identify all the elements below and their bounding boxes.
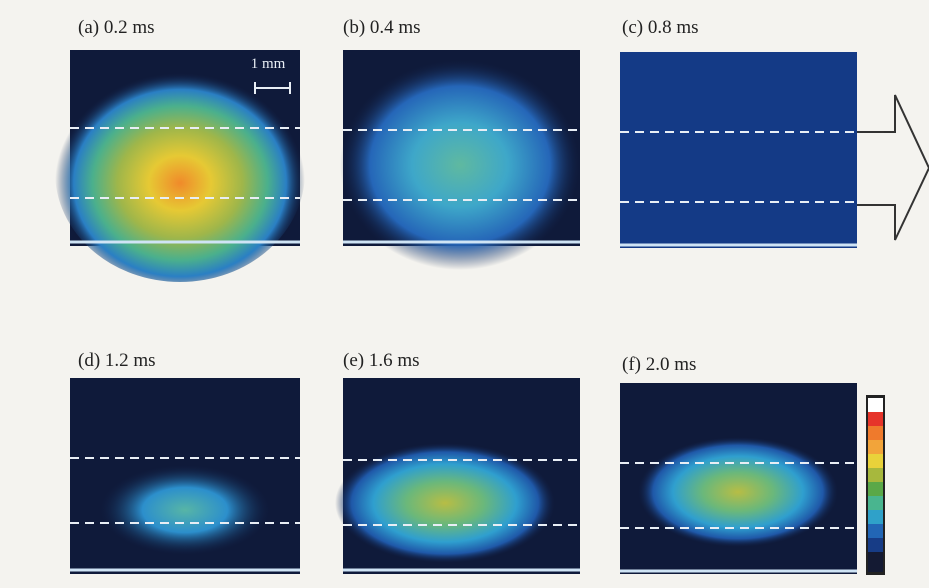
panel: (a) 0.2 ms 1 mm <box>55 17 305 282</box>
panel-label: (a) 0.2 ms <box>78 17 155 38</box>
panel: (e) 1.6 ms <box>335 350 580 574</box>
panel-label: (c) 0.8 ms <box>622 17 699 38</box>
panel: (c) 0.8 ms <box>620 17 857 248</box>
arrow <box>857 95 929 240</box>
scale-bar-label: 1 mm <box>251 56 286 72</box>
colorbar <box>866 395 885 575</box>
panel: (b) 0.4 ms <box>340 17 580 270</box>
figure: (a) 0.2 ms 1 mm (b) 0.4 ms (c) 0.8 ms (d… <box>0 0 929 588</box>
panel-label: (e) 1.6 ms <box>343 350 420 371</box>
panel-label: (b) 0.4 ms <box>343 17 421 38</box>
panel-label: (d) 1.2 ms <box>78 350 156 371</box>
panel: (f) 2.0 ms <box>620 354 857 574</box>
panel-label: (f) 2.0 ms <box>622 354 696 375</box>
panel: (d) 1.2 ms <box>70 350 300 574</box>
